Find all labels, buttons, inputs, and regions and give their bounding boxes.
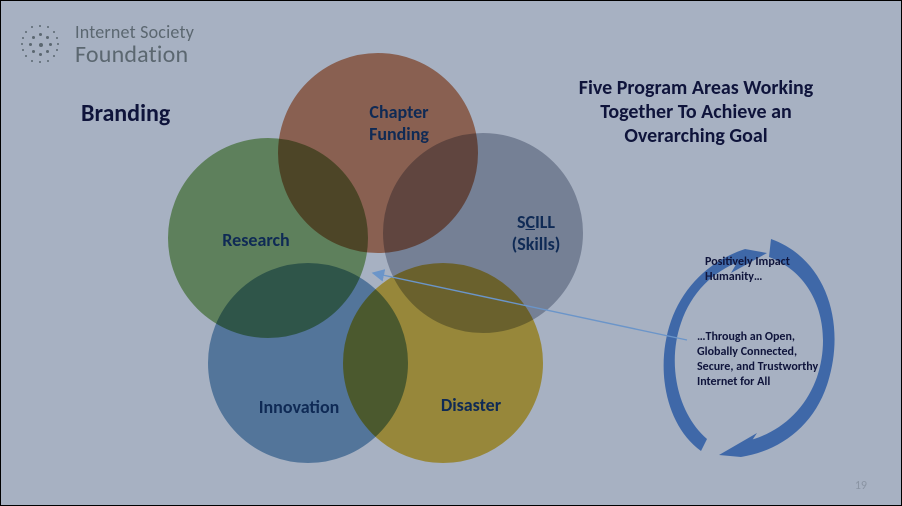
- cycle-message-1: Positively Impact Humanity…: [705, 255, 815, 285]
- logo-line1: Internet Society: [75, 23, 194, 42]
- logo-mark-icon: [17, 21, 65, 69]
- goal-cycle: Positively Impact Humanity… …Through an …: [641, 235, 861, 465]
- page-number: 19: [855, 479, 867, 493]
- slide: Internet Society Foundation Branding Fiv…: [0, 0, 902, 506]
- venn-diagram: ChapterFunding SCILL(Skills) Disaster In…: [121, 41, 601, 501]
- venn-circle-disaster: [341, 261, 545, 465]
- cycle-message-2: …Through an Open, Globally Connected, Se…: [697, 330, 827, 390]
